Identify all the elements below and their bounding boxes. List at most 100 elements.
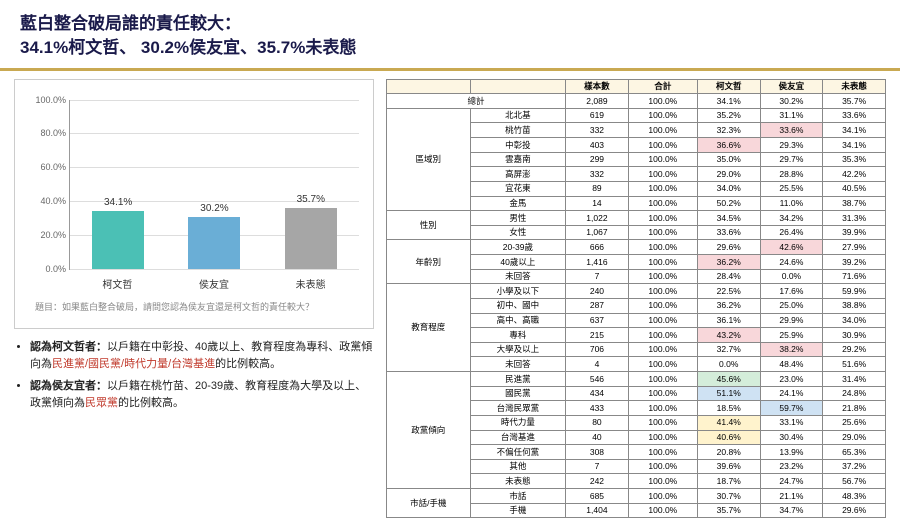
table-cell: 59.7% [760,401,823,416]
table-cell: 242 [566,474,629,489]
table-cell: 71.6% [823,269,886,284]
x-tick-label: 柯文哲 [87,276,147,291]
table-cell: 100.0% [628,152,697,167]
table-cell: 100.0% [628,108,697,123]
table-row: 區域別北北基619100.0%35.2%31.1%33.6% [387,108,886,123]
table-cell: 48.4% [760,357,823,372]
table-cell: 403 [566,138,629,153]
table-cell: 36.1% [697,313,760,328]
table-cell: 215 [566,328,629,343]
table-cell: 1,022 [566,211,629,226]
table-cell: 35.2% [697,108,760,123]
table-cell: 39.6% [697,459,760,474]
bar-value-label: 30.2% [200,203,228,214]
table-cell: 31.3% [823,211,886,226]
table-cell: 36.2% [697,255,760,270]
x-tick-label: 侯友宜 [184,276,244,291]
table-cell: 35.7% [697,503,760,518]
table-cell: 80 [566,415,629,430]
table-cell: 不偏任何黨 [470,445,565,460]
table-cell: 100.0% [628,445,697,460]
table-cell: 637 [566,313,629,328]
table-cell: 33.6% [697,225,760,240]
table-cell: 金馬 [470,196,565,211]
table-cell: 14 [566,196,629,211]
y-tick-label: 100.0% [30,95,66,105]
table-cell: 未回答 [470,357,565,372]
y-tick-label: 60.0% [30,162,66,172]
table-cell: 100.0% [628,196,697,211]
table-cell: 34.7% [760,503,823,518]
notes-list: 認為柯文哲者：以戶籍在中彰投、40歲以上、教育程度為專科、政黨傾向為民進黨/國民… [14,335,374,421]
table-cell: 25.0% [760,298,823,313]
group-label: 年齡別 [387,240,471,284]
table-cell: 546 [566,372,629,387]
table-cell: 未表態 [470,474,565,489]
table-cell: 100.0% [628,459,697,474]
question-prefix: 題目： [35,302,62,312]
x-axis-labels: 柯文哲侯友宜未表態 [69,276,359,291]
table-cell: 專科 [470,328,565,343]
chart-question: 題目：如果藍白整合破局，請問您認為侯友宜還是柯文哲的責任較大？ [35,301,353,314]
table-cell: 38.7% [823,196,886,211]
table-row: 教育程度小學及以下240100.0%22.5%17.6%59.9% [387,284,886,299]
table-cell: 1,404 [566,503,629,518]
table-cell: 34.1% [823,138,886,153]
table-cell: 100.0% [628,123,697,138]
table-cell: 100.0% [628,313,697,328]
table-cell: 0.0% [760,269,823,284]
table-header [387,79,471,94]
table-cell: 433 [566,401,629,416]
table-cell: 29.0% [823,430,886,445]
table-cell: 287 [566,298,629,313]
bar [188,217,240,268]
table-cell: 30.9% [823,328,886,343]
table-cell: 40歲以上 [470,255,565,270]
table-cell: 100.0% [628,138,697,153]
bar [285,208,337,269]
total-label: 總計 [387,94,566,109]
table-cell: 宜花東 [470,181,565,196]
table-cell: 240 [566,284,629,299]
table-cell: 100.0% [628,225,697,240]
table-cell: 20.8% [697,445,760,460]
table-cell: 29.2% [823,342,886,357]
table-cell: 33.6% [760,123,823,138]
table-cell: 21.8% [823,401,886,416]
table-row: 性別男性1,022100.0%34.5%34.2%31.3% [387,211,886,226]
table-row: 年齡別20-39歲666100.0%29.6%42.6%27.9% [387,240,886,255]
table-cell: 100.0% [628,474,697,489]
table-cell: 48.3% [823,489,886,504]
table-cell: 28.8% [760,167,823,182]
table-cell: 56.7% [823,474,886,489]
table-cell: 34.5% [697,211,760,226]
table-cell: 其他 [470,459,565,474]
table-cell: 29.6% [823,503,886,518]
table-cell: 初中、國中 [470,298,565,313]
table-cell: 23.0% [760,372,823,387]
table-cell: 706 [566,342,629,357]
table-cell: 50.2% [697,196,760,211]
table-cell: 34.1% [823,123,886,138]
table-cell: 手機 [470,503,565,518]
table-cell: 42.6% [760,240,823,255]
table-cell: 34.0% [697,181,760,196]
table-cell: 29.9% [760,313,823,328]
table-header: 未表態 [823,79,886,94]
table-cell: 32.3% [697,123,760,138]
table-header: 合計 [628,79,697,94]
table-cell: 7 [566,459,629,474]
table-cell: 42.2% [823,167,886,182]
content: 0.0%20.0%40.0%60.0%80.0%100.0%34.1%30.2%… [0,71,900,526]
table-cell: 30.7% [697,489,760,504]
table-cell: 24.7% [760,474,823,489]
bar-chart: 0.0%20.0%40.0%60.0%80.0%100.0%34.1%30.2%… [14,79,374,329]
group-label: 教育程度 [387,284,471,372]
y-tick-label: 40.0% [30,196,66,206]
table-cell: 28.4% [697,269,760,284]
table-cell: 13.9% [760,445,823,460]
table-cell: 25.9% [760,328,823,343]
table-cell: 桃竹苗 [470,123,565,138]
table-cell: 32.7% [697,342,760,357]
table-cell: 100.0% [628,284,697,299]
